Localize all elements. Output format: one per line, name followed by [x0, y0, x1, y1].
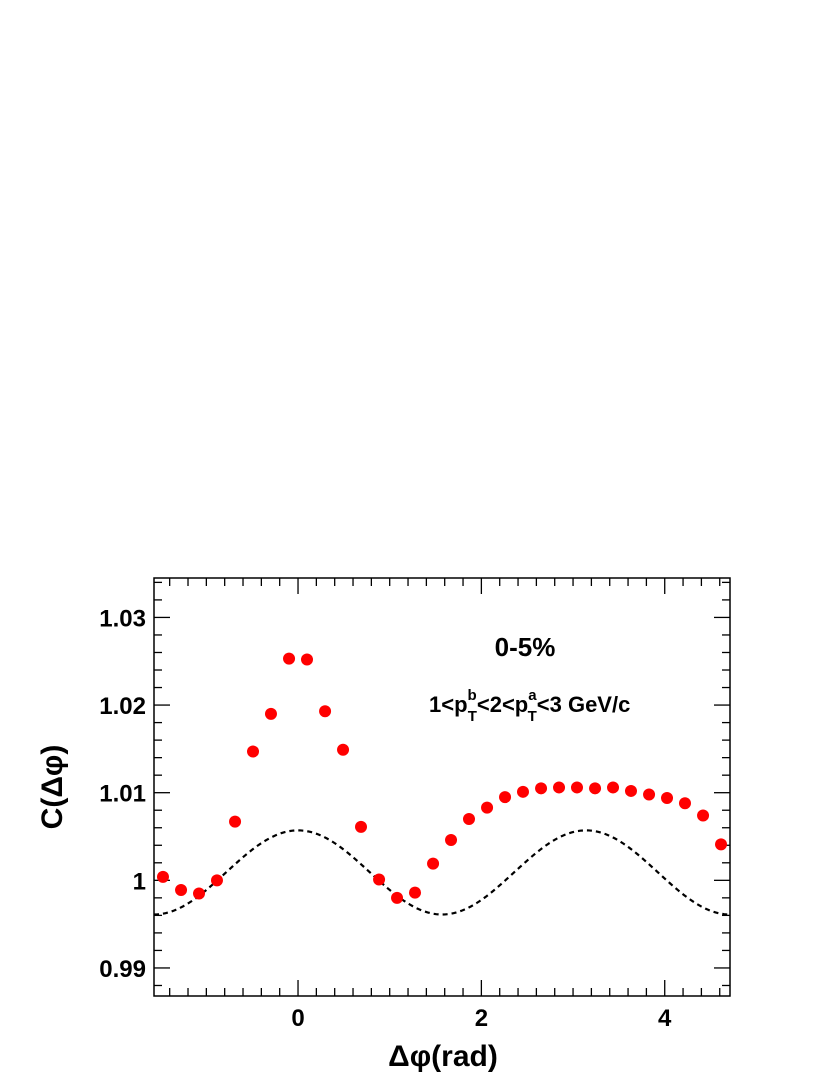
data-point — [570, 781, 583, 794]
flow-modulation-curve — [153, 829, 731, 916]
y-tick-label: 1.01 — [99, 781, 146, 808]
data-point — [337, 743, 350, 756]
data-point — [697, 809, 710, 822]
data-point — [589, 782, 602, 795]
data-point — [624, 784, 637, 797]
data-point — [516, 785, 529, 798]
data-point — [427, 857, 440, 870]
y-tick-label: 1 — [133, 868, 146, 895]
axis-ticks — [154, 578, 730, 996]
data-point — [247, 745, 260, 758]
y-tick-label: 0.99 — [99, 956, 146, 983]
data-point — [499, 791, 512, 804]
plot-frame — [153, 577, 731, 997]
data-point — [156, 870, 169, 883]
data-point — [264, 707, 277, 720]
x-tick-label: 0 — [291, 1005, 304, 1032]
data-point — [355, 820, 368, 833]
data-point — [715, 838, 728, 851]
y-tick-label: 1.03 — [99, 605, 146, 632]
data-point — [553, 781, 566, 794]
data-point — [678, 797, 691, 810]
data-point — [481, 801, 494, 814]
centrality-label: 0-5% — [495, 632, 556, 662]
x-tick-label: 2 — [475, 1005, 488, 1032]
pt-sup-b: b — [468, 687, 477, 704]
data-point — [661, 791, 674, 804]
pt-part-2: <2<p — [477, 692, 528, 717]
data-point — [319, 705, 332, 718]
x-axis-title: Δφ(rad) — [388, 1040, 498, 1073]
data-point — [607, 781, 620, 794]
x-tick-labels: 0 2 4 — [291, 1005, 672, 1032]
y-axis-title: C(Δφ) — [36, 745, 69, 830]
data-point — [462, 812, 475, 825]
data-point — [445, 834, 458, 847]
data-point — [535, 782, 548, 795]
data-points — [156, 652, 728, 904]
y-tick-label: 1.02 — [99, 693, 146, 720]
x-tick-label: 4 — [658, 1005, 672, 1032]
pt-selection-label: 1<pb T<2<pa T<3 GeV/c — [429, 687, 630, 725]
data-point — [193, 887, 206, 900]
data-point — [210, 874, 223, 887]
pt-sup-a: a — [528, 687, 537, 704]
data-point — [409, 886, 422, 899]
pt-part-1: 1<p — [429, 692, 468, 717]
pt-sub-T2: T — [528, 708, 537, 725]
data-point — [391, 891, 404, 904]
y-tick-labels: 0.99 1 1.01 1.02 1.03 — [99, 605, 146, 983]
pt-part-3: <3 GeV/c — [537, 692, 631, 717]
data-point — [229, 815, 242, 828]
data-point — [643, 788, 656, 801]
data-point — [175, 883, 188, 896]
data-point — [301, 653, 314, 666]
data-point — [283, 652, 296, 665]
data-point — [373, 873, 386, 886]
pt-sub-T1: T — [468, 708, 477, 725]
